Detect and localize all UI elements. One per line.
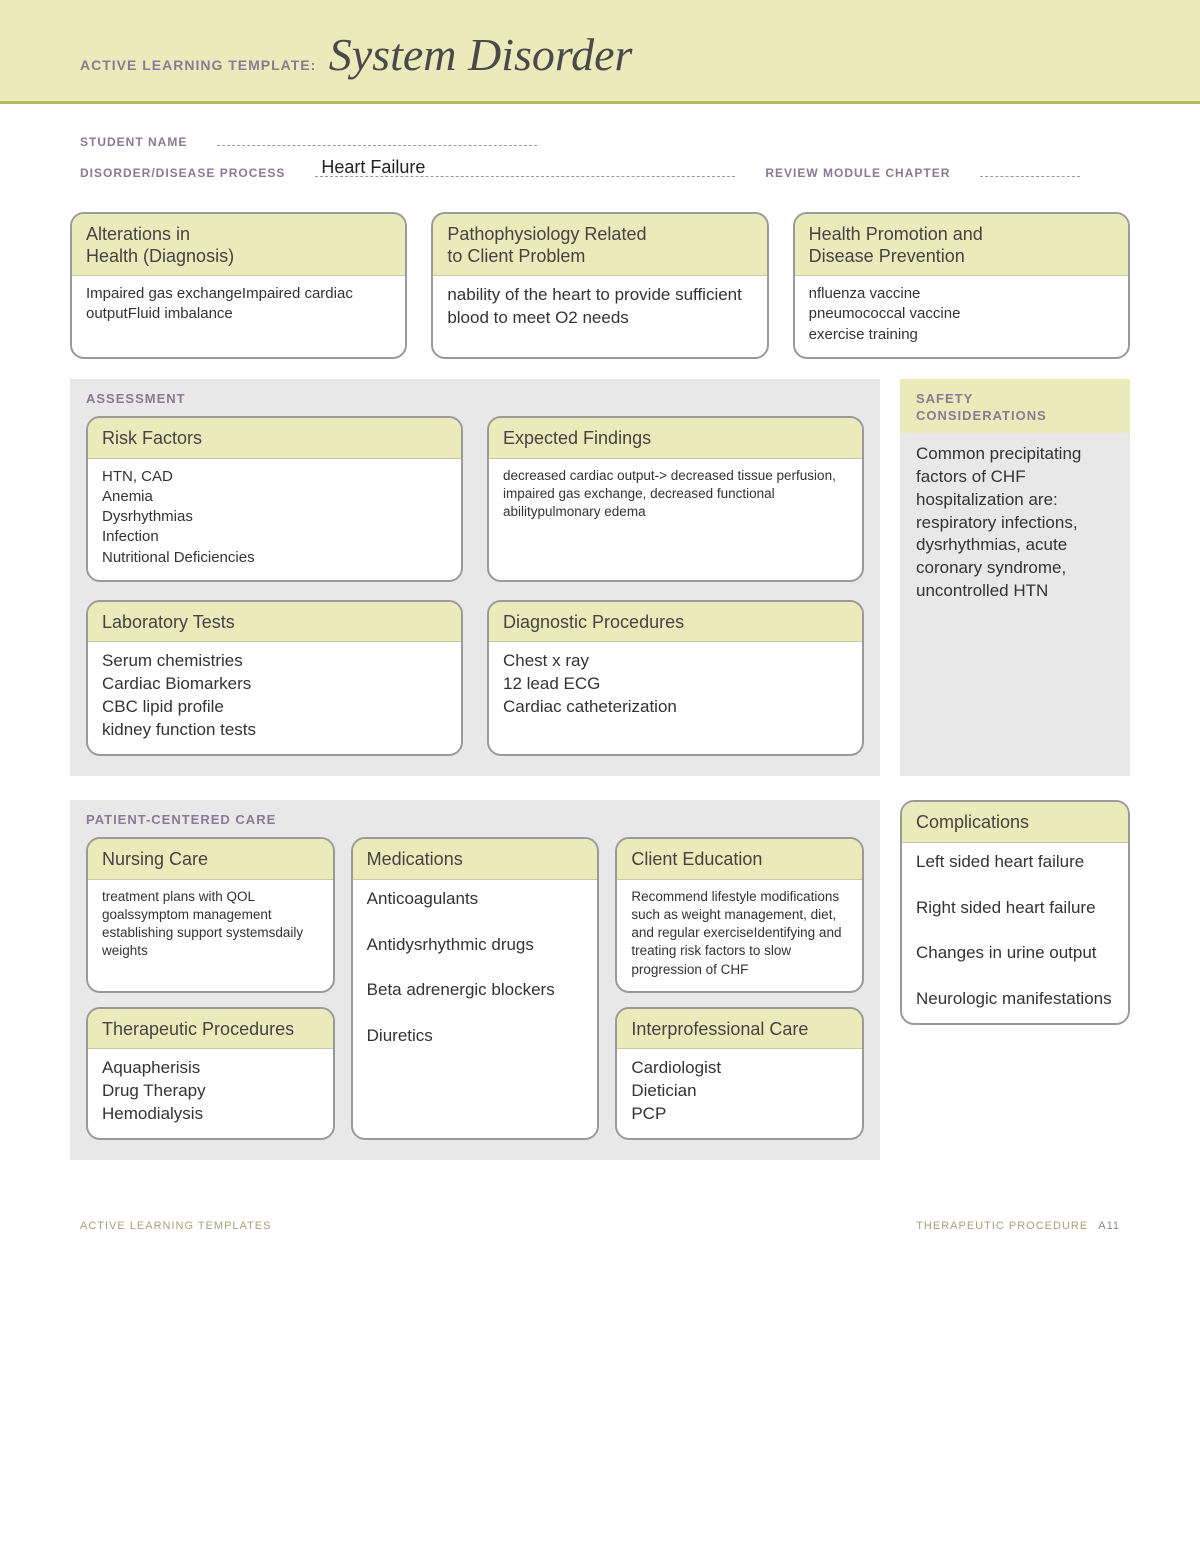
promo-title: Health Promotion and Disease Prevention xyxy=(795,214,1128,276)
assessment-label: ASSESSMENT xyxy=(86,391,864,406)
alterations-body: Impaired gas exchangeImpaired cardiac ou… xyxy=(72,276,405,337)
meds-card: Medications Anticoagulants Antidysrhythm… xyxy=(351,837,600,1140)
therapeutic-card: Therapeutic Procedures Aquapherisis Drug… xyxy=(86,1007,335,1140)
labs-body: Serum chemistries Cardiac Biomarkers CBC… xyxy=(88,642,461,754)
assessment-grid: Risk Factors HTN, CAD Anemia Dysrhythmia… xyxy=(86,416,864,756)
edu-title: Client Education xyxy=(617,839,862,880)
nursing-title: Nursing Care xyxy=(88,839,333,880)
interprof-card: Interprofessional Care Cardiologist Diet… xyxy=(615,1007,864,1140)
footer-right: THERAPEUTIC PROCEDURE A11 xyxy=(916,1220,1120,1232)
labs-card: Laboratory Tests Serum chemistries Cardi… xyxy=(86,600,463,756)
footer: ACTIVE LEARNING TEMPLATES THERAPEUTIC PR… xyxy=(0,1160,1200,1232)
labs-title: Laboratory Tests xyxy=(88,602,461,643)
footer-left: ACTIVE LEARNING TEMPLATES xyxy=(80,1220,271,1232)
safety-col: SAFETY CONSIDERATIONS Common precipitati… xyxy=(900,379,1130,776)
edu-body: Recommend lifestyle modifications such a… xyxy=(617,880,862,991)
pcc-label: PATIENT-CENTERED CARE xyxy=(86,812,864,827)
header-fields: STUDENT NAME DISORDER/DISEASE PROCESS He… xyxy=(0,104,1200,200)
bottom-wrap: PATIENT-CENTERED CARE Nursing Care treat… xyxy=(70,800,1130,1160)
banner-prefix: ACTIVE LEARNING TEMPLATE: xyxy=(80,57,316,73)
top-row: Alterations in Health (Diagnosis) Impair… xyxy=(70,212,1130,359)
student-name-line[interactable] xyxy=(217,128,537,146)
complications-body: Left sided heart failure Right sided hea… xyxy=(902,843,1128,1024)
review-line[interactable] xyxy=(980,159,1080,177)
complications-title: Complications xyxy=(902,802,1128,843)
student-name-row: STUDENT NAME xyxy=(80,128,1120,149)
diag-card: Diagnostic Procedures Chest x ray 12 lea… xyxy=(487,600,864,756)
diag-body: Chest x ray 12 lead ECG Cardiac catheter… xyxy=(489,642,862,731)
therapeutic-title: Therapeutic Procedures xyxy=(88,1009,333,1050)
patho-title: Pathophysiology Related to Client Proble… xyxy=(433,214,766,276)
promo-body: nfluenza vaccine pneumococcal vaccine ex… xyxy=(795,276,1128,357)
safety-label: SAFETY CONSIDERATIONS xyxy=(900,379,1130,433)
disorder-label: DISORDER/DISEASE PROCESS xyxy=(80,166,285,180)
banner: ACTIVE LEARNING TEMPLATE: System Disorde… xyxy=(0,0,1200,104)
complications-card: Complications Left sided heart failure R… xyxy=(900,800,1130,1025)
interprof-title: Interprofessional Care xyxy=(617,1009,862,1050)
diag-title: Diagnostic Procedures xyxy=(489,602,862,643)
safety-body: Common precipitating factors of CHF hosp… xyxy=(916,443,1114,604)
complications-col: Complications Left sided heart failure R… xyxy=(900,800,1130,1160)
meds-body: Anticoagulants Antidysrhythmic drugs Bet… xyxy=(353,880,598,1061)
edu-card: Client Education Recommend lifestyle mod… xyxy=(615,837,864,993)
pcc-grid: Nursing Care treatment plans with QOL go… xyxy=(86,837,864,1140)
interprof-body: Cardiologist Dietician PCP xyxy=(617,1049,862,1138)
patho-body: nability of the heart to provide suffici… xyxy=(433,276,766,342)
risk-title: Risk Factors xyxy=(88,418,461,459)
disorder-line[interactable]: Heart Failure xyxy=(315,159,735,177)
therapeutic-body: Aquapherisis Drug Therapy Hemodialysis xyxy=(88,1049,333,1138)
pcc-block: PATIENT-CENTERED CARE Nursing Care treat… xyxy=(70,800,880,1160)
content: Alterations in Health (Diagnosis) Impair… xyxy=(0,200,1200,1160)
assessment-block: ASSESSMENT Risk Factors HTN, CAD Anemia … xyxy=(70,379,880,776)
risk-body: HTN, CAD Anemia Dysrhythmias Infection N… xyxy=(88,459,461,580)
banner-title: System Disorder xyxy=(329,28,633,81)
footer-right-text: THERAPEUTIC PROCEDURE xyxy=(916,1220,1088,1232)
meds-title: Medications xyxy=(353,839,598,880)
patho-card: Pathophysiology Related to Client Proble… xyxy=(431,212,768,359)
mid-wrap: ASSESSMENT Risk Factors HTN, CAD Anemia … xyxy=(70,379,1130,776)
risk-card: Risk Factors HTN, CAD Anemia Dysrhythmia… xyxy=(86,416,463,582)
promo-card: Health Promotion and Disease Prevention … xyxy=(793,212,1130,359)
alterations-title: Alterations in Health (Diagnosis) xyxy=(72,214,405,276)
page: ACTIVE LEARNING TEMPLATE: System Disorde… xyxy=(0,0,1200,1272)
alterations-card: Alterations in Health (Diagnosis) Impair… xyxy=(70,212,407,359)
student-name-label: STUDENT NAME xyxy=(80,135,187,149)
disorder-value: Heart Failure xyxy=(317,157,429,178)
expected-card: Expected Findings decreased cardiac outp… xyxy=(487,416,864,582)
nursing-card: Nursing Care treatment plans with QOL go… xyxy=(86,837,335,993)
expected-body: decreased cardiac output-> decreased tis… xyxy=(489,459,862,534)
footer-page: A11 xyxy=(1098,1220,1120,1232)
review-label: REVIEW MODULE CHAPTER xyxy=(765,166,950,180)
expected-title: Expected Findings xyxy=(489,418,862,459)
nursing-body: treatment plans with QOL goalssymptom ma… xyxy=(88,880,333,973)
disorder-row: DISORDER/DISEASE PROCESS Heart Failure R… xyxy=(80,159,1120,180)
